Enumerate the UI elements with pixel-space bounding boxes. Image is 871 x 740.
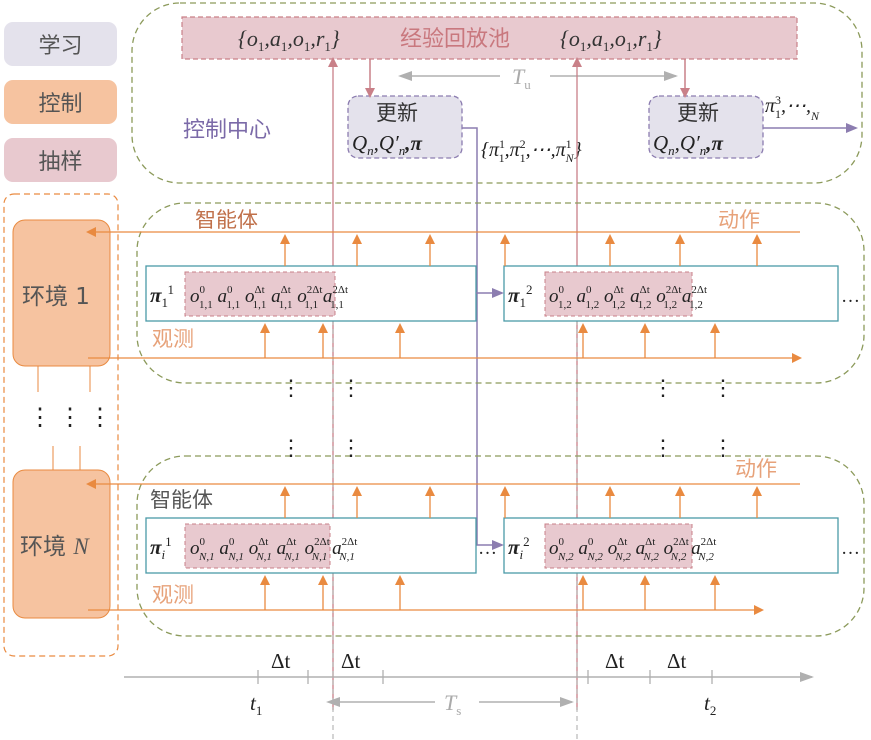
legend-control: 控制	[4, 80, 117, 124]
time-labels: Δt Δt Δt Δt t1 t2	[250, 649, 716, 718]
row1-observe-label: 观测	[152, 327, 194, 351]
policy-set: {π1 1,π2 1,⋯,π1 N}	[481, 137, 582, 165]
update-box-2	[648, 95, 764, 159]
dt-label-2: Δt	[341, 649, 361, 673]
step-arrows	[260, 234, 762, 610]
row-vertical-ellipsis: ⋮ ⋮ ⋮ ⋮ ⋮ ⋮ ⋮ ⋮	[280, 375, 734, 460]
rowN-seq-text: πi1 o0 N,1 a0 N,1 oΔt N,1 aΔt N,1 o2Δt N,1 a2…	[150, 534, 860, 563]
rowN-ellipsis-a: …	[478, 538, 497, 559]
legend-sample: 抽样	[4, 138, 117, 182]
svg-text:⋮: ⋮	[652, 435, 674, 460]
rowN-sampled-a	[184, 523, 331, 569]
environment-1-box	[12, 219, 111, 367]
row1-agent-label: 智能体	[195, 208, 258, 232]
t-sample-bg	[435, 688, 479, 716]
row1-seq-b: o0 1,2 a0 1,2 oΔt 1,2 aΔt 1,2 o2Δt 1,2 a2Δt 1,…	[549, 284, 707, 311]
replay-tuple-right: {o1,a1,o1,r1}	[560, 26, 662, 54]
svg-text:⋮: ⋮	[652, 375, 674, 400]
svg-text:⋮: ⋮	[280, 375, 302, 400]
environment-frame	[3, 193, 119, 657]
legend-learn: 学习	[4, 22, 117, 66]
environment-1-label: 环境 1	[22, 284, 90, 310]
update-label-1: 更新	[376, 101, 418, 125]
svg-text:⋮: ⋮	[340, 375, 362, 400]
environment-n-box	[12, 469, 111, 619]
rowN-observe-label: 观测	[152, 583, 194, 607]
update-label-2: 更新	[677, 101, 719, 125]
rowN-seq-b: o0 N,2 a0 N,2 oΔt N,2 aΔt N,2 o2Δt N,2 a2Δt N,…	[549, 536, 716, 563]
dt-label-3: Δt	[605, 649, 625, 673]
environment-n-label: 环境 N	[20, 534, 90, 560]
rowN-action-label: 动作	[735, 457, 777, 481]
rowN-agent-label: 智能体	[150, 488, 213, 512]
dt-label-4: Δt	[667, 649, 687, 673]
agent-row-n-frame	[136, 455, 865, 637]
replay-tuple-left: {o1,a1,o1,r1}	[238, 26, 340, 54]
rowN-sampled-b	[544, 523, 693, 569]
row1-sampled-b	[544, 271, 693, 317]
t1-label: t1	[250, 691, 262, 718]
control-center-frame	[131, 2, 863, 184]
policy-next: π3 1,⋯,N	[765, 93, 820, 123]
policy-dispatch-line	[462, 127, 504, 550]
row1-sampled-a	[184, 271, 336, 317]
svg-text:⋮: ⋮	[712, 435, 734, 460]
env-ellipsis: ⋮ ⋮ ⋮	[28, 405, 112, 431]
svg-text:⋮: ⋮	[340, 435, 362, 460]
t-update-bg	[500, 62, 550, 90]
replay-pool-box	[181, 16, 798, 60]
svg-text:⋮: ⋮	[712, 375, 734, 400]
legend-control-label: 控制	[38, 92, 83, 117]
t2-label: t2	[704, 691, 716, 718]
rowN-ellipsis-b: …	[841, 538, 860, 559]
agent-row-1-frame	[136, 202, 865, 384]
legend-learn-label: 学习	[38, 34, 83, 59]
row1-seq-a: o0 1,1 a0 1,1 oΔt 1,1 aΔt 1,1 o2Δt 1,1 a2Δt 1,…	[190, 284, 348, 311]
update-box-1	[347, 95, 463, 159]
svg-text:⋮: ⋮	[280, 435, 302, 460]
update-params-2: Qn,Q′n,π	[653, 131, 723, 158]
time-ticks	[257, 670, 713, 684]
rowN-seq-a: o0 N,1 a0 N,1 oΔt N,1 aΔt N,1 o2Δt N,1 a2Δt N,…	[190, 536, 357, 563]
row1-ellipsis: …	[841, 286, 860, 307]
dt-label-1: Δt	[271, 649, 291, 673]
row1-action-label: 动作	[718, 208, 760, 232]
legend-sample-label: 抽样	[38, 150, 83, 175]
replay-pool-label: 经验回放池	[400, 27, 510, 52]
control-center-label: 控制中心	[183, 118, 271, 143]
update-params-1: Qn,Q′n,π	[352, 131, 422, 158]
